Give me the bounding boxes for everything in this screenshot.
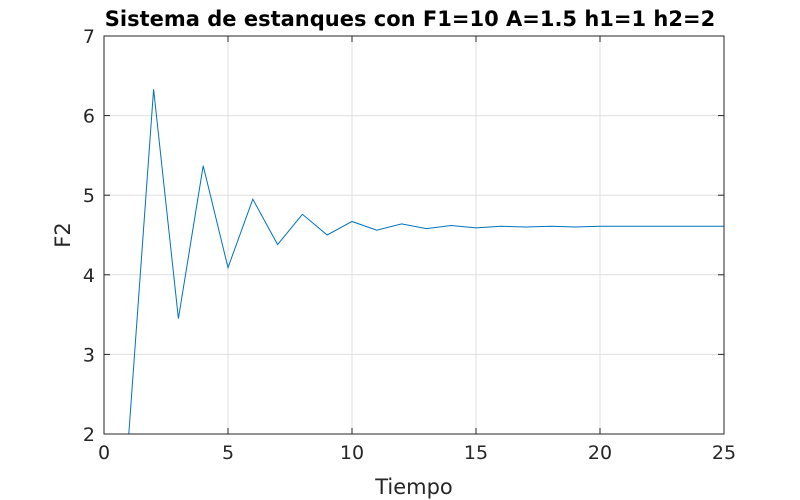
x-tick-label: 20 — [588, 442, 612, 464]
x-tick-label: 10 — [340, 442, 364, 464]
y-axis-label: F2 — [51, 222, 75, 247]
y-tick-label: 4 — [83, 265, 95, 287]
x-tick-label: 5 — [222, 442, 234, 464]
axes-box — [103, 35, 725, 435]
y-tick-label: 3 — [83, 344, 95, 366]
y-tick-label: 5 — [83, 185, 95, 207]
tick-marks — [103, 35, 725, 435]
y-tick-label: 6 — [83, 106, 95, 128]
y-tick-label: 7 — [83, 26, 95, 48]
x-tick-label: 15 — [464, 442, 488, 464]
y-tick-label: 2 — [83, 424, 95, 446]
series-line — [128, 89, 724, 435]
x-tick-label: 25 — [712, 442, 736, 464]
y-tick-labels: 2 3 4 5 6 7 — [83, 26, 95, 446]
x-tick-labels: 0 5 10 15 20 25 — [98, 442, 736, 464]
x-tick-label: 0 — [98, 442, 110, 464]
chart-title: Sistema de estanques con F1=10 A=1.5 h1=… — [105, 7, 715, 31]
x-axis-label: Tiempo — [374, 475, 453, 499]
plot-area — [128, 89, 724, 435]
